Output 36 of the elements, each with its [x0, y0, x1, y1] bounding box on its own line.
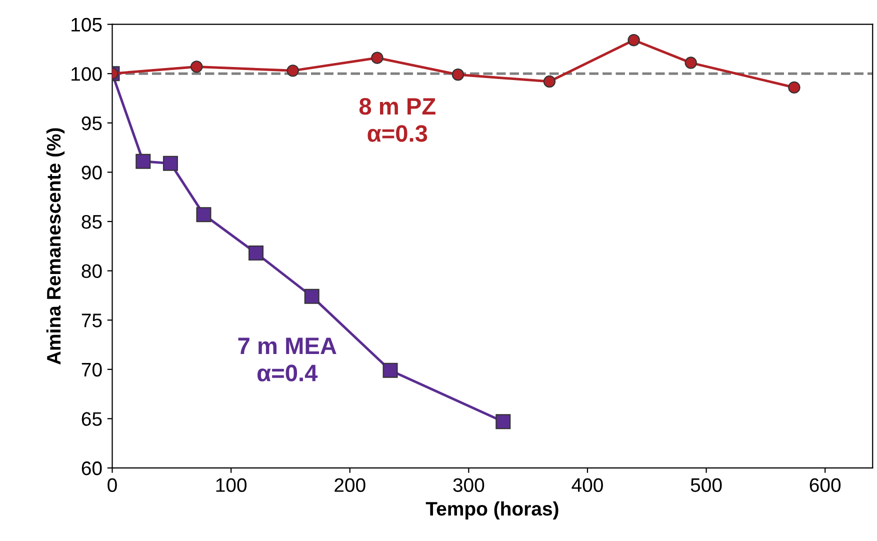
series-label: 7 m MEA α=0.4	[238, 338, 336, 382]
point	[684, 56, 697, 69]
y-tick-label: 100	[72, 67, 102, 81]
y-tick-label: 75	[82, 314, 102, 328]
y-tick-label: 65	[82, 412, 102, 426]
x-tick-label: 200	[334, 478, 366, 492]
point	[496, 414, 511, 430]
x-tick-label: 500	[690, 478, 722, 492]
point	[788, 81, 800, 94]
point	[304, 288, 320, 304]
y-tick-label: 70	[82, 362, 102, 377]
x-tick-label: 0	[108, 478, 117, 492]
point	[162, 156, 178, 171]
point	[628, 34, 640, 46]
point	[136, 154, 151, 169]
y-tick-label: 105	[72, 18, 102, 32]
point	[196, 207, 212, 222]
point	[452, 68, 464, 81]
y-tick-label: 85	[82, 214, 102, 229]
series-label: 8 m PZ α=0.3	[359, 98, 436, 142]
y-tick-label: 80	[82, 264, 102, 278]
x-tick-label: 400	[572, 478, 603, 492]
x-tick-label: 300	[453, 478, 484, 492]
x-axis-title: Tempo (horas)	[426, 501, 558, 520]
point	[543, 75, 556, 88]
x-tick-label: 100	[216, 478, 247, 492]
y-tick-label: 95	[82, 116, 102, 130]
point	[248, 246, 264, 261]
point	[286, 64, 299, 77]
point	[190, 60, 203, 73]
point	[371, 52, 384, 64]
y-tick-label: 90	[82, 166, 102, 180]
y-axis-title: Amina Remanescente (%)	[46, 128, 65, 365]
point	[382, 362, 398, 378]
x-tick-label: 600	[810, 478, 841, 492]
y-tick-label: 60	[82, 461, 102, 476]
